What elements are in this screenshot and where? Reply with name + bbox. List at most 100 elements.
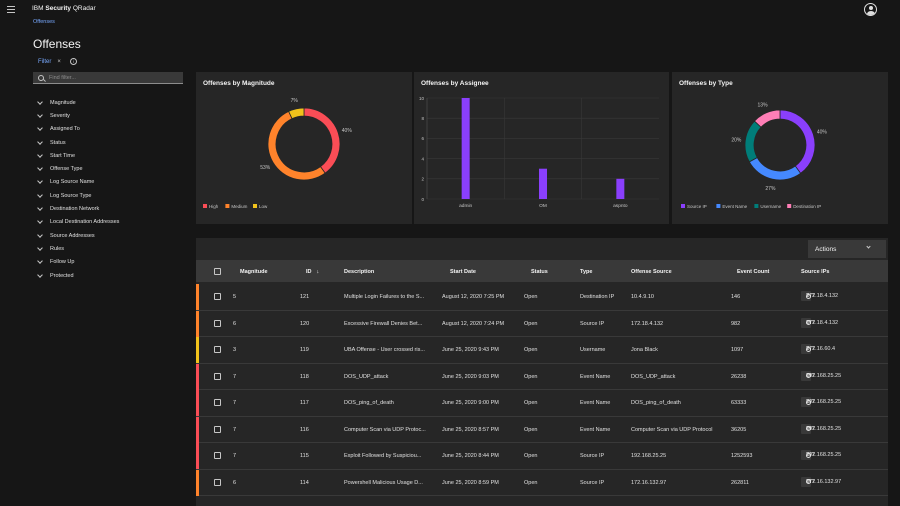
source-ip-tag[interactable]: INT 192.168.25.25: [801, 397, 841, 407]
cell-magnitude: 5: [233, 294, 237, 300]
ip-network-label: INT: [806, 319, 815, 326]
cell-description[interactable]: Multiple Login Failures to the S...: [344, 294, 425, 300]
col-event-count[interactable]: Event Count: [737, 269, 770, 275]
chevron-down-icon: [37, 205, 43, 211]
top-bar: IBM Security QRadar: [0, 0, 900, 20]
source-ip-tag[interactable]: INT 172.16.132.97: [801, 476, 841, 487]
table-row[interactable]: 7 117 DOS_ping_of_death June 25, 2020 9:00 …: [196, 390, 888, 417]
cell-description[interactable]: UBA Offense - User crossed ris...: [344, 347, 425, 353]
cell-magnitude: 3: [233, 347, 237, 353]
donut-slice-high: [303, 107, 341, 174]
filter-item[interactable]: Rules: [37, 242, 119, 255]
cell-id: 116: [300, 426, 309, 433]
cell-description[interactable]: Exploit Followed by Suspiciou...: [344, 453, 422, 459]
actions-dropdown[interactable]: Actions: [808, 240, 886, 258]
cell-start-date: August 12, 2020 7:25 PM: [442, 294, 505, 300]
legend-item: Source IP: [687, 204, 707, 209]
source-ip-tag[interactable]: INT 172.16.60.4: [801, 344, 835, 354]
source-ip-tag[interactable]: INT 172.18.4.132: [801, 317, 838, 328]
cell-type: Event Name: [580, 400, 611, 406]
col-id[interactable]: ID ↓: [306, 269, 319, 275]
filter-item[interactable]: Status: [37, 136, 119, 149]
select-all-checkbox[interactable]: [214, 268, 221, 275]
sort-down-icon[interactable]: ↓: [316, 269, 320, 275]
row-checkbox[interactable]: [214, 425, 221, 433]
filter-item-label: Magnitude: [50, 99, 76, 106]
cell-description[interactable]: Powershell Malicious Usage D...: [344, 479, 423, 486]
table-row[interactable]: 6 120 Excessive Firewall Denies Bet... Augu…: [196, 310, 888, 337]
filter-item-label: Offense Type: [50, 166, 83, 173]
info-icon[interactable]: i: [69, 58, 77, 65]
filter-item[interactable]: Source Addresses: [37, 229, 119, 242]
source-ip-tag[interactable]: INT 192.168.25.25: [801, 370, 841, 381]
cell-offense-source[interactable]: DOS_ping_of_death: [631, 400, 681, 406]
bar-om: [539, 168, 547, 199]
source-ip-tag[interactable]: INT 192.168.25.25: [801, 450, 841, 460]
row-checkbox[interactable]: [214, 293, 221, 300]
col-magnitude[interactable]: Magnitude: [240, 269, 268, 275]
table-row[interactable]: 7 118 DOS_UDP_attack June 25, 2020 9:03 PM O…: [196, 363, 888, 390]
table-row[interactable]: 3 119 UBA Offense - User crossed ris... Jun…: [196, 337, 888, 364]
user-avatar-icon[interactable]: [864, 3, 877, 16]
table-row[interactable]: 6 114 Powershell Malicious Usage D... June …: [196, 469, 888, 496]
col-source-ips[interactable]: Source IPs: [801, 269, 830, 275]
severity-indicator: [196, 390, 199, 416]
cell-description[interactable]: DOS_UDP_attack: [344, 373, 389, 380]
row-checkbox[interactable]: [214, 346, 221, 353]
legend-swatch: [787, 204, 792, 208]
row-checkbox[interactable]: [214, 319, 221, 327]
cell-event-count: 36205: [731, 426, 747, 433]
cell-offense-source[interactable]: 192.168.25.25: [631, 453, 667, 459]
filter-item[interactable]: Magnitude: [37, 96, 119, 109]
source-ip-tag[interactable]: INT 172.18.4.132: [801, 291, 838, 301]
row-checkbox[interactable]: [214, 372, 221, 380]
col-start-date[interactable]: Start Date: [450, 269, 476, 275]
filter-item[interactable]: Log Source Name: [37, 176, 119, 189]
filter-item[interactable]: Start Time: [37, 149, 119, 162]
filter-item[interactable]: Local Destination Addresses: [37, 216, 120, 229]
col-status[interactable]: Status: [531, 269, 548, 275]
table-row[interactable]: 7 115 Exploit Followed by Suspiciou... June…: [196, 443, 888, 470]
filter-item-label: Local Destination Addresses: [50, 219, 120, 226]
cell-type: Source IP: [580, 479, 605, 486]
legend-item: Medium: [231, 204, 247, 209]
filter-item[interactable]: Log Source Type: [37, 189, 119, 202]
col-type[interactable]: Type: [580, 269, 593, 275]
hamburger-menu-icon[interactable]: [7, 6, 15, 13]
cell-offense-source[interactable]: 172.16.132.97: [631, 479, 667, 486]
breadcrumb[interactable]: Offenses: [33, 19, 55, 25]
cell-description[interactable]: Excessive Firewall Denies Bet...: [344, 320, 423, 327]
cell-offense-source[interactable]: DOS_UDP_attack: [631, 373, 676, 380]
row-checkbox[interactable]: [214, 399, 221, 406]
legend-item: Low: [259, 204, 268, 209]
filter-item[interactable]: Offense Type: [37, 162, 119, 175]
cell-offense-source[interactable]: Computer Scan via UDP Protocol: [631, 426, 713, 433]
col-description[interactable]: Description: [344, 269, 375, 275]
filter-item[interactable]: Follow Up: [37, 256, 119, 269]
cell-offense-source[interactable]: 10.4.9.10: [631, 294, 654, 300]
row-checkbox[interactable]: [214, 452, 221, 459]
cell-offense-source[interactable]: 172.18.4.132: [631, 320, 664, 327]
filter-item[interactable]: Destination Network: [37, 202, 119, 215]
product-brand[interactable]: IBM Security QRadar: [32, 5, 96, 12]
cell-status: Open: [524, 453, 538, 459]
filter-clear-icon[interactable]: ×: [57, 58, 61, 65]
donut-slice-low: [288, 107, 305, 120]
table-row[interactable]: 5 121 Multiple Login Failures to the S... A…: [196, 284, 888, 311]
cell-offense-source[interactable]: Jona Black: [631, 347, 658, 353]
cell-type: Username: [580, 347, 606, 353]
filter-item[interactable]: Severity: [37, 109, 119, 122]
row-checkbox[interactable]: [214, 478, 221, 486]
cell-description[interactable]: Computer Scan via UDP Protoc...: [344, 426, 426, 433]
find-filter-input[interactable]: [49, 74, 169, 81]
table-row[interactable]: 7 116 Computer Scan via UDP Protoc... June …: [196, 416, 888, 443]
source-ip-tag[interactable]: INT 192.168.25.25: [801, 423, 841, 434]
filter-item[interactable]: Protected: [37, 269, 119, 282]
legend-swatch: [203, 204, 207, 208]
filter-item[interactable]: Assigned To: [37, 123, 119, 136]
filter-tag[interactable]: Filter: [38, 58, 52, 65]
y-tick-label: 10: [419, 96, 425, 101]
cell-status: Open: [524, 320, 538, 327]
cell-description[interactable]: DOS_ping_of_death: [344, 400, 394, 406]
col-offense-source[interactable]: Offense Source: [631, 269, 672, 275]
